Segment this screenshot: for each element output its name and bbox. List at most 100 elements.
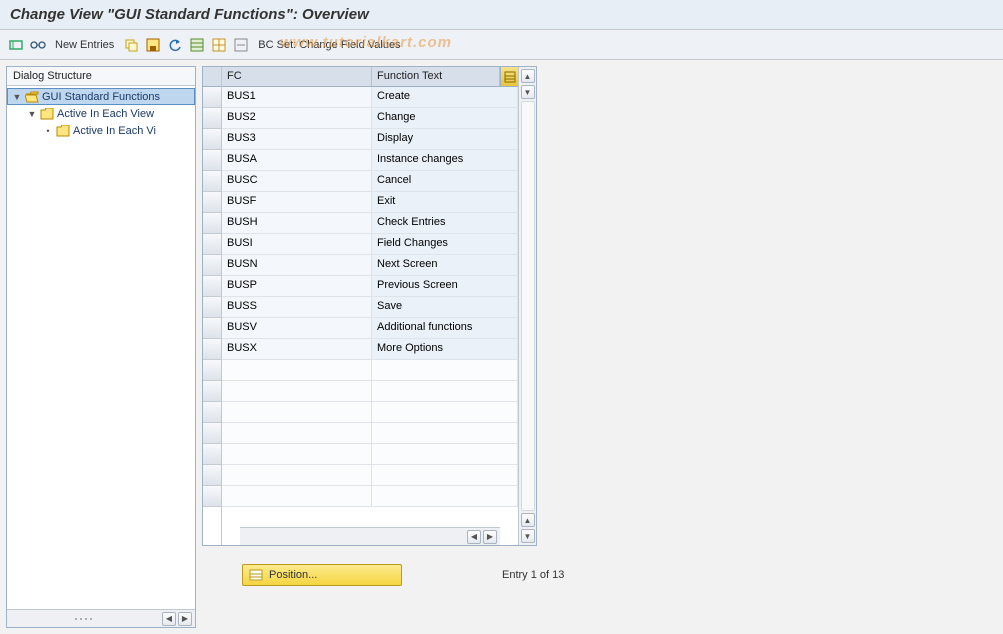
- cell-function-text[interactable]: [372, 381, 518, 401]
- cell-fc[interactable]: BUSX: [222, 339, 372, 359]
- table-row[interactable]: BUSSSave: [222, 297, 518, 318]
- table-vscroll[interactable]: ▲ ▼ ▲ ▼: [518, 67, 536, 545]
- toggle-icon[interactable]: [8, 37, 24, 53]
- row-selector[interactable]: [203, 339, 221, 360]
- table-row[interactable]: BUSAInstance changes: [222, 150, 518, 171]
- row-selector[interactable]: [203, 150, 221, 171]
- bc-set-button[interactable]: BC Set: Change Field Values: [255, 39, 403, 51]
- cell-fc[interactable]: BUSN: [222, 255, 372, 275]
- cell-function-text[interactable]: Next Screen: [372, 255, 518, 275]
- row-selector[interactable]: [203, 360, 221, 381]
- table-row[interactable]: [222, 423, 518, 444]
- cell-function-text[interactable]: [372, 465, 518, 485]
- cell-function-text[interactable]: [372, 423, 518, 443]
- cell-function-text[interactable]: Additional functions: [372, 318, 518, 338]
- table-row[interactable]: BUS3Display: [222, 129, 518, 150]
- table-row[interactable]: BUS2Change: [222, 108, 518, 129]
- cell-fc[interactable]: BUSF: [222, 192, 372, 212]
- cell-function-text[interactable]: More Options: [372, 339, 518, 359]
- table-row[interactable]: BUSNNext Screen: [222, 255, 518, 276]
- row-selector[interactable]: [203, 192, 221, 213]
- row-selector[interactable]: [203, 465, 221, 486]
- vscroll-track[interactable]: [521, 101, 535, 511]
- table-row[interactable]: BUSIField Changes: [222, 234, 518, 255]
- table-scroll-right-icon[interactable]: ▶: [483, 530, 497, 544]
- row-selector[interactable]: [203, 87, 221, 108]
- row-selector[interactable]: [203, 108, 221, 129]
- cell-function-text[interactable]: [372, 444, 518, 464]
- scroll-right-icon[interactable]: ▶: [178, 612, 192, 626]
- cell-fc[interactable]: BUSV: [222, 318, 372, 338]
- table-scroll-left-icon[interactable]: ◀: [467, 530, 481, 544]
- row-selector[interactable]: [203, 129, 221, 150]
- cell-function-text[interactable]: [372, 402, 518, 422]
- tree-node[interactable]: ▼GUI Standard Functions: [7, 88, 195, 105]
- row-selector[interactable]: [203, 213, 221, 234]
- cell-fc[interactable]: [222, 381, 372, 401]
- cell-function-text[interactable]: Field Changes: [372, 234, 518, 254]
- cell-function-text[interactable]: Check Entries: [372, 213, 518, 233]
- row-selector-header[interactable]: [203, 67, 221, 87]
- table-row[interactable]: BUSVAdditional functions: [222, 318, 518, 339]
- cell-fc[interactable]: [222, 465, 372, 485]
- cell-function-text[interactable]: Change: [372, 108, 518, 128]
- table-row[interactable]: [222, 465, 518, 486]
- cell-function-text[interactable]: Exit: [372, 192, 518, 212]
- table-row[interactable]: BUSFExit: [222, 192, 518, 213]
- cell-function-text[interactable]: Cancel: [372, 171, 518, 191]
- copy-icon[interactable]: [123, 37, 139, 53]
- cell-fc[interactable]: [222, 486, 372, 506]
- row-selector[interactable]: [203, 276, 221, 297]
- cell-fc[interactable]: BUSA: [222, 150, 372, 170]
- scroll-up2-icon[interactable]: ▲: [521, 513, 535, 527]
- table-row[interactable]: [222, 402, 518, 423]
- scroll-left-icon[interactable]: ◀: [162, 612, 176, 626]
- tree-scrollbar[interactable]: ◀ ▶: [7, 609, 195, 627]
- row-selector[interactable]: [203, 402, 221, 423]
- table-row[interactable]: BUS1Create: [222, 87, 518, 108]
- cell-fc[interactable]: [222, 360, 372, 380]
- table-row[interactable]: BUSHCheck Entries: [222, 213, 518, 234]
- row-selector[interactable]: [203, 444, 221, 465]
- cell-fc[interactable]: BUS2: [222, 108, 372, 128]
- table-config-icon[interactable]: [500, 67, 518, 86]
- column-header-fc[interactable]: FC: [222, 67, 372, 86]
- cell-function-text[interactable]: Instance changes: [372, 150, 518, 170]
- row-selector[interactable]: [203, 381, 221, 402]
- table-row[interactable]: [222, 381, 518, 402]
- table-row[interactable]: BUSPPrevious Screen: [222, 276, 518, 297]
- row-selector[interactable]: [203, 234, 221, 255]
- new-entries-button[interactable]: New Entries: [52, 39, 117, 51]
- row-selector[interactable]: [203, 297, 221, 318]
- cell-fc[interactable]: BUSH: [222, 213, 372, 233]
- cell-fc[interactable]: [222, 402, 372, 422]
- cell-fc[interactable]: BUSS: [222, 297, 372, 317]
- column-header-function-text[interactable]: Function Text: [372, 67, 500, 86]
- tree-toggle-icon[interactable]: ▼: [27, 109, 37, 119]
- scroll-down-icon[interactable]: ▼: [521, 85, 535, 99]
- tree-toggle-icon[interactable]: ▼: [12, 92, 22, 102]
- undo-icon[interactable]: [167, 37, 183, 53]
- tree-toggle-icon[interactable]: •: [43, 126, 53, 136]
- tree-node[interactable]: •Active In Each Vi: [7, 122, 195, 139]
- row-selector[interactable]: [203, 423, 221, 444]
- cell-function-text[interactable]: Save: [372, 297, 518, 317]
- table-row[interactable]: BUSCCancel: [222, 171, 518, 192]
- cell-fc[interactable]: BUSP: [222, 276, 372, 296]
- cell-function-text[interactable]: Create: [372, 87, 518, 107]
- table-row[interactable]: BUSXMore Options: [222, 339, 518, 360]
- cell-function-text[interactable]: Display: [372, 129, 518, 149]
- deselect-all-icon[interactable]: [233, 37, 249, 53]
- row-selector[interactable]: [203, 255, 221, 276]
- row-selector[interactable]: [203, 318, 221, 339]
- table-row[interactable]: [222, 486, 518, 507]
- cell-function-text[interactable]: [372, 486, 518, 506]
- cell-fc[interactable]: BUS1: [222, 87, 372, 107]
- select-all-icon[interactable]: [211, 37, 227, 53]
- cell-function-text[interactable]: [372, 360, 518, 380]
- cell-fc[interactable]: BUSC: [222, 171, 372, 191]
- row-selector[interactable]: [203, 486, 221, 507]
- glasses-icon[interactable]: [30, 37, 46, 53]
- table-row[interactable]: [222, 360, 518, 381]
- cell-function-text[interactable]: Previous Screen: [372, 276, 518, 296]
